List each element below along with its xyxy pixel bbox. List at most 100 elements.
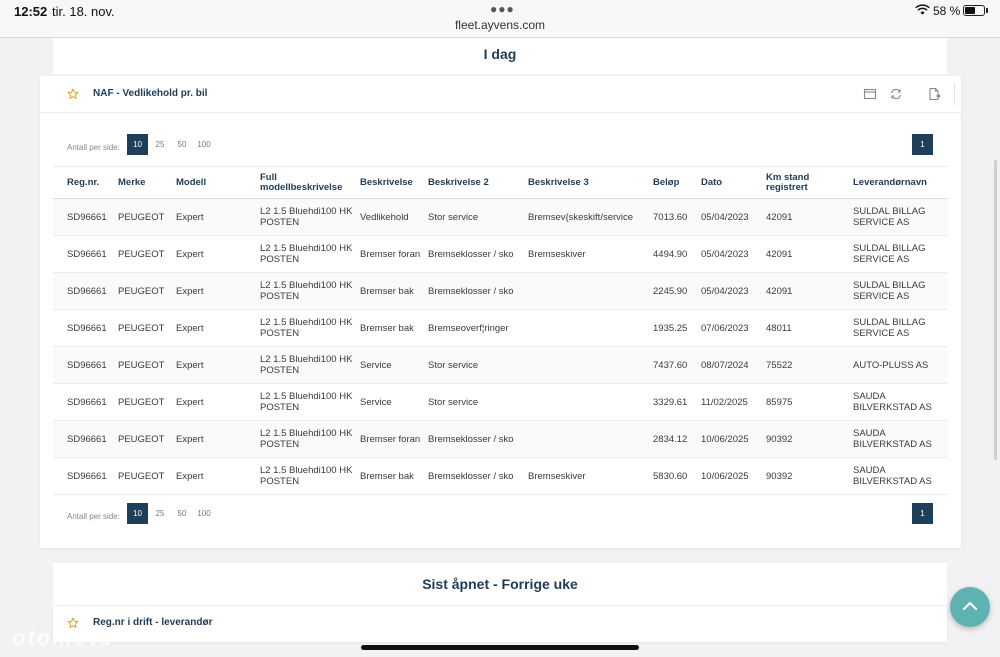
table-cell: 05/04/2023 [701,235,766,273]
table-cell: 4494.90 [653,235,701,273]
status-bar: 12:52 tir. 18. nov. ●●● fleet.ayvens.com… [0,0,1000,38]
battery-icon [963,5,985,16]
table-cell: Bremseskiver [528,235,653,273]
column-header[interactable]: Beløp [653,166,701,199]
table-cell: SULDAL BILLAG SERVICE AS [853,198,948,236]
status-date: tir. 18. nov. [52,4,115,19]
report-2-title: Reg.nr i drift - leverandør [93,617,213,628]
table-cell: Service [360,383,428,421]
page-scrollbar[interactable] [994,160,997,460]
report-card-2: Reg.nr i drift - leverandør [53,606,947,642]
table-cell: Bremseklosser / sko [428,420,528,458]
column-header[interactable]: Km stand registrert [766,166,853,199]
table-cell: L2 1.5 Bluehdi100 HK POSTEN [260,457,360,495]
table-row[interactable]: SD96661 PEUGEOT Expert L2 1.5 Bluehdi100 HK… [53,383,948,421]
table-cell: PEUGEOT [118,235,176,273]
column-header[interactable]: Beskrivelse 2 [428,166,528,199]
table-row[interactable]: SD96661 PEUGEOT Expert L2 1.5 Bluehdi100 HK… [53,309,948,347]
table-row[interactable]: SD96661 PEUGEOT Expert L2 1.5 Bluehdi100 HK… [53,420,948,458]
table-cell: 11/02/2025 [701,383,766,421]
table-cell: 90392 [766,420,853,458]
toolbar-divider [954,83,955,105]
per-page-option-50[interactable]: 50 [177,140,187,149]
table-cell: AUTO-PLUSS AS [853,346,948,384]
column-header[interactable]: Dato [701,166,766,199]
table-cell: SD96661 [53,383,118,421]
table-cell: Bremsev{skeskift/service [528,198,653,236]
table-cell: Bremseklosser / sko [428,457,528,495]
table-row[interactable]: SD96661 PEUGEOT Expert L2 1.5 Bluehdi100 HK… [53,457,948,495]
table-cell: Expert [176,309,260,347]
table-cell: Bremser bak [360,309,428,347]
column-header[interactable]: Full modellbeskrivelse [260,166,360,199]
table-cell: Vedlikehold [360,198,428,236]
table-cell: 42091 [766,272,853,310]
page-button[interactable]: 1 [912,134,933,155]
table-row[interactable]: SD96661 PEUGEOT Expert L2 1.5 Bluehdi100 HK… [53,346,948,384]
page-button[interactable]: 1 [912,503,933,524]
refresh-icon[interactable] [889,87,903,101]
table-cell: SD96661 [53,198,118,236]
per-page-option-100[interactable]: 100 [197,140,211,149]
column-header[interactable]: Modell [176,166,260,199]
per-page-option-50[interactable]: 50 [177,509,187,518]
star-outline-icon[interactable] [67,88,79,100]
watermark: otomoto [12,625,114,650]
column-header[interactable]: Reg.nr. [53,166,118,199]
more-dots-icon[interactable]: ●●● [490,2,515,16]
window-icon[interactable] [863,87,877,101]
table-cell: Expert [176,457,260,495]
table-cell: 42091 [766,235,853,273]
table-cell: SULDAL BILLAG SERVICE AS [853,309,948,347]
table-cell: Stor service [428,198,528,236]
home-indicator[interactable] [361,645,639,650]
report-title: NAF - Vedlikehold pr. bil [93,88,208,99]
table-row[interactable]: SD96661 PEUGEOT Expert L2 1.5 Bluehdi100 HK… [53,198,948,236]
table-cell: Bremser foran [360,235,428,273]
scroll-to-top-button[interactable] [950,587,990,627]
table-cell: 3329.61 [653,383,701,421]
column-header[interactable]: Merke [118,166,176,199]
table-cell: Bremseoverf¦ringer [428,309,528,347]
per-page-option-10[interactable]: 10 [127,503,148,524]
star-outline-icon[interactable] [67,617,79,629]
pagination-top: Antall per side: 10 25 50 100 1 [53,134,948,164]
table-cell: SD96661 [53,346,118,384]
table-cell: PEUGEOT [118,383,176,421]
column-header[interactable]: Leverandørnavn [853,166,948,199]
per-page-option-100[interactable]: 100 [197,509,211,518]
section-title-today: I dag [53,38,947,74]
maintenance-table: Reg.nr. Merke Modell Full modellbeskrive… [53,166,948,495]
battery-level [965,7,976,14]
table-header-row: Reg.nr. Merke Modell Full modellbeskrive… [53,166,948,199]
table-cell: SULDAL BILLAG SERVICE AS [853,235,948,273]
table-cell: Bremseklosser / sko [428,272,528,310]
table-cell: Expert [176,420,260,458]
per-page-label: Antall per side: [67,512,120,521]
per-page-option-10[interactable]: 10 [127,134,148,155]
export-document-icon[interactable] [927,87,941,101]
per-page-option-25[interactable]: 25 [155,140,165,149]
table-row[interactable]: SD96661 PEUGEOT Expert L2 1.5 Bluehdi100 HK… [53,272,948,310]
table-cell: 08/07/2024 [701,346,766,384]
per-page-label: Antall per side: [67,143,120,152]
column-header[interactable]: Beskrivelse [360,166,428,199]
table-cell: SAUDA BILVERKSTAD AS [853,457,948,495]
table-cell: L2 1.5 Bluehdi100 HK POSTEN [260,420,360,458]
address-bar[interactable]: fleet.ayvens.com [454,18,546,32]
column-header[interactable]: Beskrivelse 3 [528,166,653,199]
table-cell: 05/04/2023 [701,198,766,236]
table-cell: 05/04/2023 [701,272,766,310]
table-cell: SULDAL BILLAG SERVICE AS [853,272,948,310]
table-cell: PEUGEOT [118,309,176,347]
table-cell: Expert [176,383,260,421]
table-cell: SD96661 [53,235,118,273]
section-title-last-opened: Sist åpnet - Forrige uke [53,563,947,605]
table-cell: Bremser bak [360,272,428,310]
table-cell: Stor service [428,346,528,384]
table-cell: L2 1.5 Bluehdi100 HK POSTEN [260,272,360,310]
table-row[interactable]: SD96661 PEUGEOT Expert L2 1.5 Bluehdi100 HK… [53,235,948,273]
per-page-option-25[interactable]: 25 [155,509,165,518]
report-card: NAF - Vedlikehold pr. bil Antall per sid… [40,76,961,548]
chevron-up-icon [962,601,978,611]
